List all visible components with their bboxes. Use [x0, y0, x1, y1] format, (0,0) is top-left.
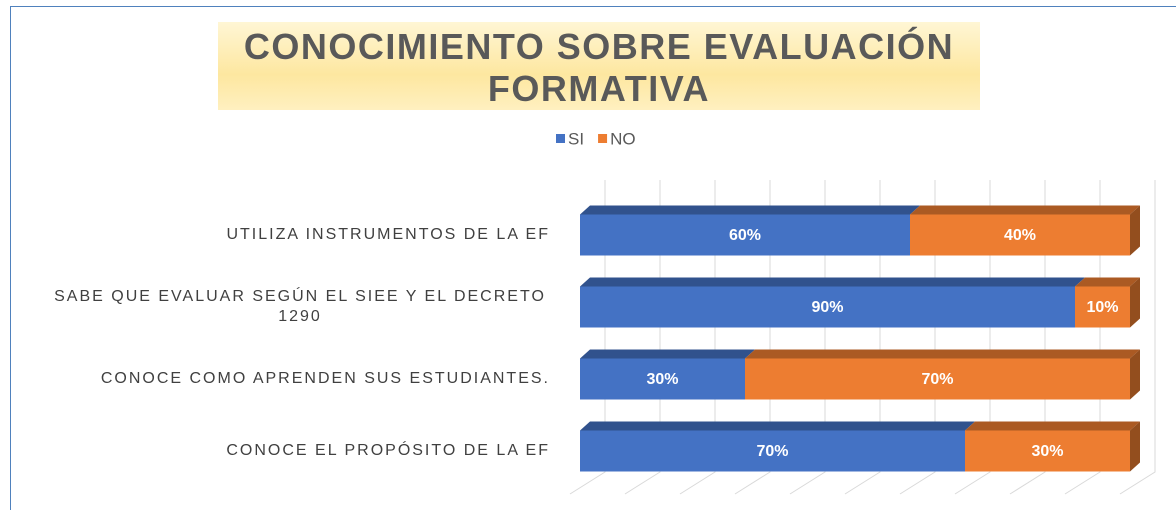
grid-line	[734, 180, 771, 495]
data-label: 60%	[729, 227, 761, 244]
data-label: 70%	[921, 371, 953, 388]
grid-line	[789, 180, 826, 495]
chart-frame	[10, 6, 1176, 510]
grid-line	[624, 180, 661, 495]
grid-line	[1064, 180, 1101, 495]
bar-segment	[580, 430, 965, 472]
grid-line	[1009, 180, 1046, 495]
legend-label: NO	[610, 129, 636, 148]
category-label: CONOCE COMO APRENDEN SUS ESTUDIANTES.	[10, 369, 550, 389]
bar-top	[1075, 277, 1140, 287]
legend-swatch	[598, 134, 608, 143]
bar-side	[1130, 349, 1140, 400]
bar-side	[1130, 277, 1140, 328]
bar-top	[580, 277, 1085, 287]
bar-top	[580, 205, 920, 215]
bar-segment	[580, 358, 745, 400]
bar-side	[1130, 421, 1140, 472]
bar-top	[580, 421, 975, 431]
grid-line	[569, 180, 606, 495]
bar-top	[965, 421, 1140, 431]
category-label: CONOCE EL PROPÓSITO DE LA EF	[10, 441, 550, 461]
bar-segment	[910, 214, 1130, 256]
category-label: UTILIZA INSTRUMENTOS DE LA EF	[10, 225, 550, 245]
bar-segment	[745, 358, 1130, 400]
bar-segment	[965, 430, 1130, 472]
category-text: UTILIZA INSTRUMENTOS DE LA EF	[226, 226, 550, 243]
category-label: SABE QUE EVALUAR SEGÚN EL SIEE Y EL DECR…	[10, 287, 550, 327]
data-label: 30%	[1031, 443, 1063, 460]
data-label: 40%	[1004, 227, 1036, 244]
bar-top	[745, 349, 1140, 359]
bar-segment	[580, 286, 1075, 328]
grid-line	[844, 180, 881, 495]
bar-segment	[580, 214, 910, 256]
grid-line	[899, 180, 936, 495]
legend-swatch	[556, 134, 565, 143]
grid-line	[1119, 180, 1156, 495]
data-label: 30%	[646, 371, 678, 388]
data-label: 70%	[756, 443, 788, 460]
data-label: 10%	[1086, 299, 1118, 316]
bar-top	[580, 349, 755, 359]
legend-label: SI	[568, 129, 584, 148]
grid-line	[679, 180, 716, 495]
chart-title: CONOCIMIENTO SOBRE EVALUACIÓN FORMATIVA	[218, 22, 980, 110]
grid-line	[954, 180, 991, 495]
bar-segment	[1075, 286, 1130, 328]
bar-side	[1130, 205, 1140, 256]
category-text: SABE QUE EVALUAR SEGÚN EL SIEE Y EL DECR…	[54, 288, 546, 325]
category-text: CONOCE COMO APRENDEN SUS ESTUDIANTES.	[100, 370, 550, 387]
bar-top	[910, 205, 1140, 215]
data-label: 90%	[811, 299, 843, 316]
category-text: CONOCE EL PROPÓSITO DE LA EF	[226, 442, 550, 459]
